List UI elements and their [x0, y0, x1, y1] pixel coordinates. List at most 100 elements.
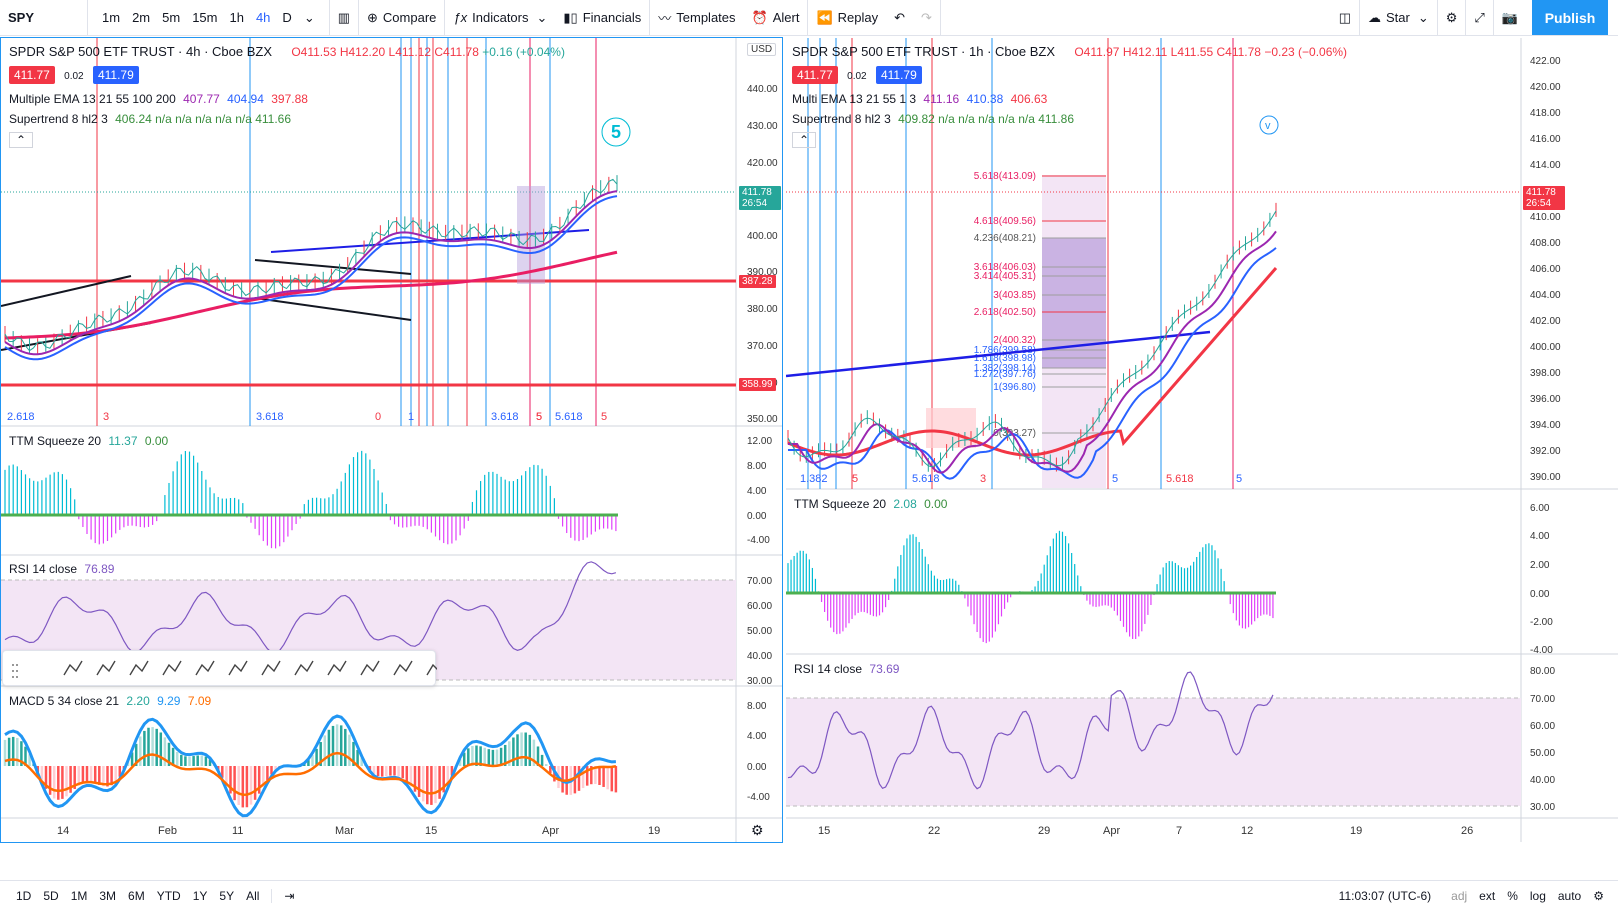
replay-label: Replay — [837, 10, 879, 25]
settings-gear-icon[interactable]: ⚙ — [751, 822, 764, 838]
templates-button[interactable]: 〰 Templates — [650, 0, 743, 36]
ema-value-1: 411.16 — [923, 92, 960, 106]
vertical-lines-icon[interactable] — [261, 660, 281, 676]
trend-line — [1, 275, 132, 307]
macd-label: MACD 5 34 close 21 — [9, 694, 120, 708]
fib-level-label: 4.236(408.21) — [974, 233, 1036, 244]
brush-icon[interactable] — [162, 660, 182, 676]
elliott-wave-icon[interactable] — [96, 660, 116, 676]
symbol-search[interactable]: SPY — [0, 0, 88, 36]
horizontal-ray-icon[interactable] — [228, 660, 248, 676]
time-tick-label: 15 — [818, 825, 830, 837]
ttm-legend[interactable]: TTM Squeeze 20 2.08 0.00 — [794, 497, 947, 511]
rsi-tick-label: 30.00 — [747, 676, 772, 687]
timeframe-2m[interactable]: 2m — [132, 10, 151, 25]
goto-date-icon[interactable]: ⇥ — [271, 888, 300, 903]
adj-toggle[interactable]: adj — [1451, 888, 1468, 903]
bid-price[interactable]: 411.77 — [9, 66, 55, 84]
financials-button[interactable]: ▮▯ Financials — [555, 0, 651, 36]
fib-retracement-icon[interactable] — [63, 660, 83, 676]
candles-icon[interactable]: ▥ — [330, 0, 360, 36]
fib-channel-icon[interactable] — [393, 660, 413, 676]
layout-name-button[interactable]: ☁ Star ⌄ — [1360, 0, 1438, 36]
indicators-button[interactable]: ƒx Indicators ⌄ — [445, 0, 555, 36]
rsi-legend[interactable]: RSI 14 close 73.69 — [794, 662, 899, 676]
clock[interactable]: 11:03:07 (UTC-6) — [1338, 888, 1432, 903]
fib-level-label: 5.618 — [1166, 473, 1194, 485]
supertrend-legend[interactable]: Supertrend 8 hl2 3 409.82 n/a n/a n/a n/… — [792, 112, 1074, 126]
left-chart-panel[interactable]: 440.00 430.00 420.00 400.00 390.00 380.00 370.… — [0, 37, 783, 843]
timeframe-d[interactable]: D — [282, 10, 292, 25]
right-chart-canvas[interactable]: 422.00 420.00 418.00 416.00 414.00 410.00 408.… — [786, 38, 1618, 842]
collapse-legend-button[interactable]: ⌃ — [792, 132, 816, 148]
ohlc-high: H412.11 — [1122, 45, 1168, 59]
price-tick-label: 402.00 — [1530, 316, 1561, 327]
undo-icon[interactable]: ↶ — [894, 9, 905, 25]
range-1d[interactable]: 1D — [16, 888, 32, 903]
ask-price[interactable]: 411.79 — [92, 66, 139, 84]
macd-legend[interactable]: MACD 5 34 close 21 2.20 9.29 7.09 — [9, 694, 211, 708]
bid-price[interactable]: 411.77 — [792, 66, 838, 84]
trend-line-icon[interactable] — [294, 660, 314, 676]
redo-icon[interactable]: ↷ — [913, 0, 941, 36]
drawing-tools[interactable] — [3, 651, 437, 687]
auto-toggle[interactable]: auto — [1557, 888, 1582, 903]
timeframe-1m[interactable]: 1m — [102, 10, 121, 25]
ohlc-open: O411.97 — [1074, 45, 1120, 59]
range-1y[interactable]: 1Y — [192, 888, 208, 903]
dot — [12, 676, 14, 678]
bottom-toolbar: 1D 5D 1M 3M 6M YTD 1Y 5Y All ⇥ 11:03:07 … — [0, 880, 1618, 910]
compare-button[interactable]: ⊕ Compare — [359, 0, 446, 36]
log-toggle[interactable]: log — [1529, 888, 1546, 903]
collapse-legend-button[interactable]: ⌃ — [9, 132, 33, 148]
range-6m[interactable]: 6M — [128, 888, 145, 903]
fib-level-label: 5 — [536, 411, 542, 423]
ema-legend[interactable]: Multi EMA 13 21 55 1 3 411.16 410.38 406… — [792, 92, 1047, 106]
currency-label[interactable]: USD — [747, 43, 777, 56]
supertrend-legend[interactable]: Supertrend 8 hl2 3 406.24 n/a n/a n/a n/… — [9, 112, 291, 126]
range-5y[interactable]: 5Y — [219, 888, 235, 903]
range-all[interactable]: All — [246, 888, 260, 903]
layout-icon[interactable]: ◫ — [1331, 0, 1360, 36]
timeframe-15m[interactable]: 15m — [192, 10, 218, 25]
last-price-tag: 411.78 26:54 — [1523, 186, 1565, 210]
timeframe-4h[interactable]: 4h — [255, 10, 271, 25]
ttm-tick-label: 4.00 — [1530, 531, 1550, 542]
abcd-pattern-icon[interactable] — [129, 660, 149, 676]
trend-line — [254, 297, 412, 321]
ema-legend[interactable]: Multiple EMA 13 21 55 100 200 407.77 404… — [9, 92, 308, 106]
range-ytd[interactable]: YTD — [156, 888, 181, 903]
left-chart-canvas[interactable]: 440.00430.00420.00400.00390.00380.00370.… — [1, 38, 782, 842]
ext-toggle[interactable]: ext — [1479, 888, 1496, 903]
rsi-value: 73.69 — [869, 662, 900, 676]
ask-price[interactable]: 411.79 — [875, 66, 922, 84]
gear-icon[interactable]: ⚙ — [1438, 0, 1467, 36]
gear-icon[interactable]: ⚙ — [1593, 888, 1604, 903]
timeframe-1h[interactable]: 1h — [229, 10, 244, 25]
range-3m[interactable]: 3M — [99, 888, 117, 903]
indicators-label: Indicators — [472, 10, 529, 25]
level-tag-b: 358.99 — [739, 378, 776, 391]
drag-handle-icon[interactable] — [12, 664, 18, 678]
chevron-down-icon[interactable]: ⌄ — [303, 9, 315, 25]
right-chart-panel[interactable]: 422.00 420.00 418.00 416.00 414.00 410.00 408.… — [785, 37, 1618, 843]
timeframe-5m[interactable]: 5m — [162, 10, 181, 25]
spiral-icon[interactable] — [360, 660, 380, 676]
percent-toggle[interactable]: % — [1507, 888, 1518, 903]
glyph — [63, 660, 83, 676]
range-5d[interactable]: 5D — [43, 888, 59, 903]
range-1m[interactable]: 1M — [70, 888, 88, 903]
fullscreen-icon[interactable]: ⤢ — [1466, 0, 1494, 36]
publish-button[interactable]: Publish — [1532, 0, 1608, 35]
fib-level-label: 2(400.32) — [993, 335, 1036, 346]
bid-ask-row: 411.77 0.02 411.79 — [9, 66, 139, 84]
rsi-legend[interactable]: RSI 14 close 76.89 — [9, 562, 114, 576]
alert-button[interactable]: ⏰ Alert — [744, 0, 809, 36]
fib-fan-icon[interactable] — [195, 660, 215, 676]
replay-button[interactable]: ⏪ Replay — [808, 0, 886, 36]
pattern-icon[interactable] — [327, 660, 347, 676]
camera-icon[interactable]: 📷 — [1501, 9, 1518, 25]
ttm-legend[interactable]: TTM Squeeze 20 11.37 0.00 — [9, 434, 168, 448]
time-tick-label: Feb — [158, 825, 177, 837]
fib-levels-icon[interactable] — [426, 661, 437, 676]
